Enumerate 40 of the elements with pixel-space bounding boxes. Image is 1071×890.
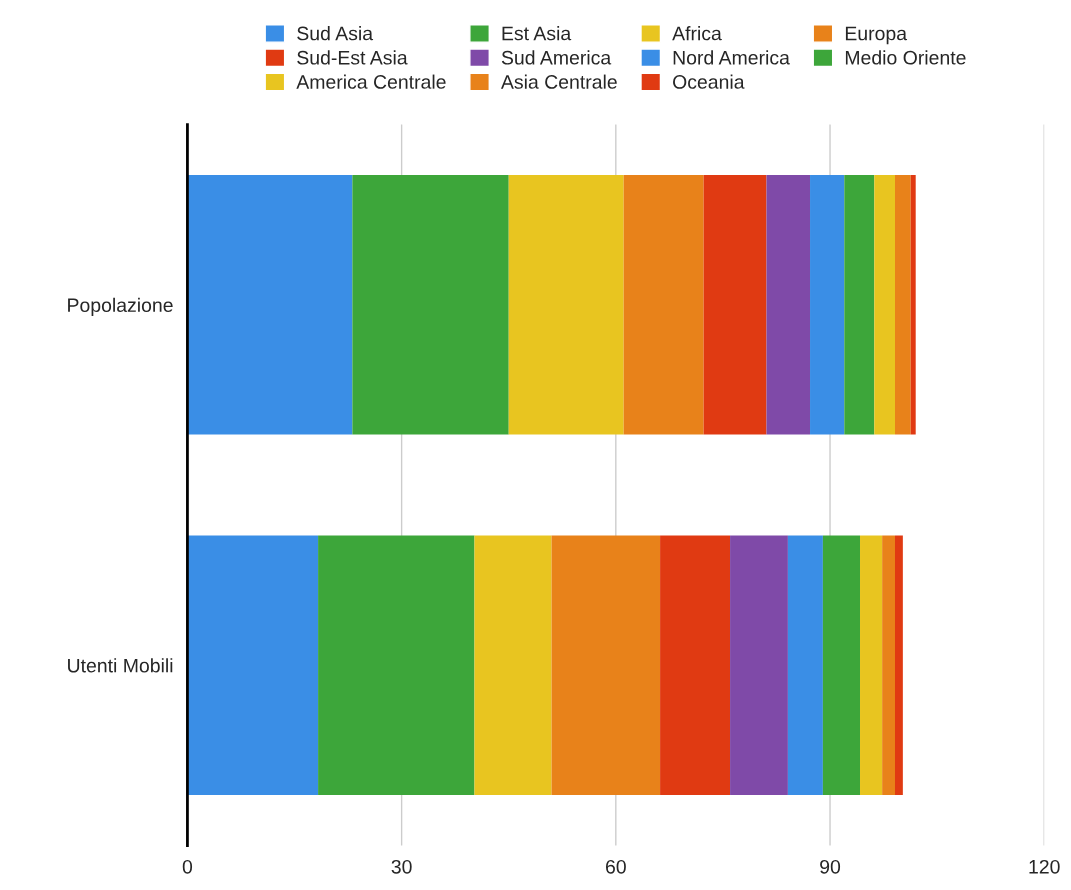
bar	[895, 535, 903, 796]
bar	[895, 175, 911, 435]
bar	[318, 535, 475, 796]
legend-label: America Centrale	[296, 74, 446, 89]
bar	[766, 175, 811, 435]
y-tick-label: Popolazione	[68, 297, 173, 316]
legend-label: Sud America	[501, 50, 612, 65]
bar	[352, 175, 509, 435]
x-tick-label: 0	[182, 859, 193, 874]
bar	[508, 175, 624, 435]
legend-label: Sud Asia	[297, 26, 374, 41]
legend-label: Sud-Est Asia	[297, 50, 408, 65]
bar	[660, 535, 731, 796]
legend-label: Nord America	[673, 50, 790, 65]
bar	[910, 175, 916, 435]
bar	[187, 535, 319, 796]
bar	[187, 175, 353, 435]
legend-label: Asia Centrale	[500, 74, 617, 89]
legend-label: Africa	[672, 26, 722, 41]
bar	[860, 535, 883, 796]
x-tick-label: 60	[606, 859, 626, 874]
x-tick-label: 120	[1029, 859, 1060, 874]
bar	[822, 535, 861, 796]
bar	[730, 535, 788, 796]
bar	[844, 175, 875, 435]
legend-label: Oceania	[673, 74, 745, 89]
x-tick-label: 90	[820, 859, 841, 874]
bar	[551, 535, 661, 796]
bar	[810, 175, 845, 435]
y-tick-label: Utenti Mobili	[68, 658, 173, 673]
bar	[623, 175, 704, 435]
legend-label: Medio Oriente	[845, 50, 966, 65]
legend-label: Europa	[845, 26, 908, 45]
x-tick-label: 30	[391, 859, 412, 874]
bar	[703, 175, 767, 435]
bar	[787, 535, 823, 796]
bar	[874, 175, 895, 435]
bar	[474, 535, 552, 796]
bar	[882, 535, 895, 796]
legend-label: Est Asia	[502, 26, 572, 41]
